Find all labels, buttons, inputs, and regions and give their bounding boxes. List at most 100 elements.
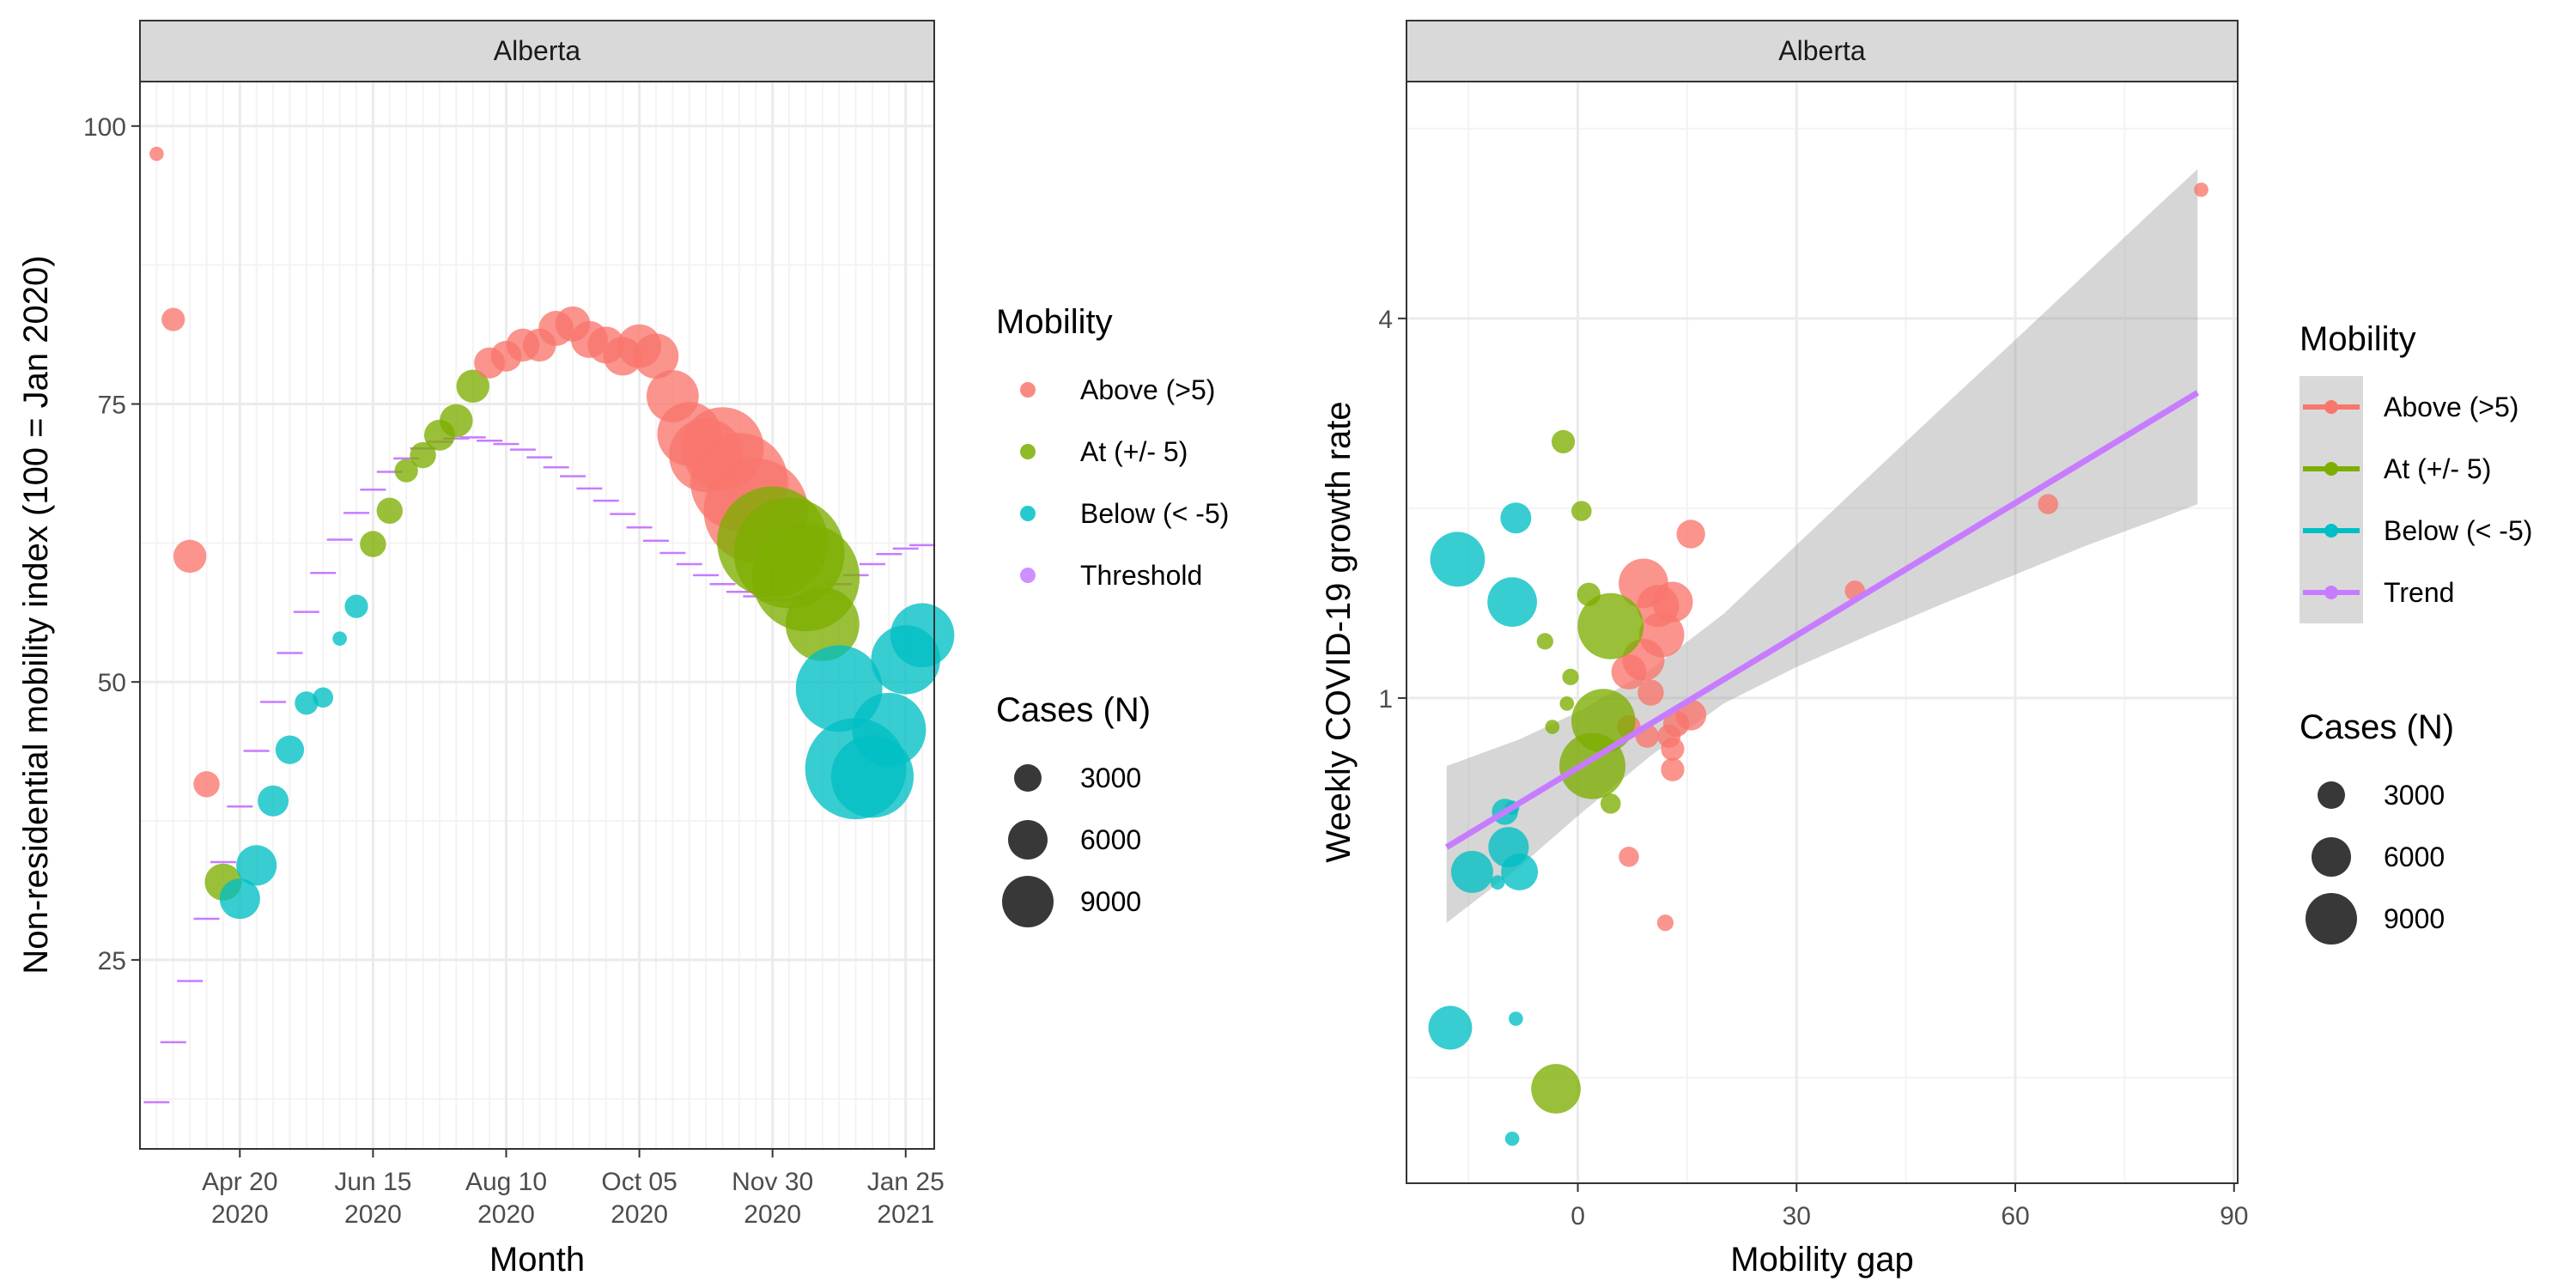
size-key-label: 9000 <box>2384 903 2445 934</box>
mobility-point <box>313 687 334 708</box>
size-key-circle <box>2312 837 2351 877</box>
legend-key-dot <box>1020 382 1036 398</box>
growth-point <box>2038 494 2059 514</box>
size-key-circle <box>2318 781 2345 809</box>
mobility-point <box>149 146 164 161</box>
growth-point <box>1577 592 1644 659</box>
mobility-point <box>376 497 403 524</box>
mobility-point <box>633 333 679 380</box>
legend-item-label: Above (>5) <box>2384 392 2518 422</box>
right-points <box>1428 182 2208 1146</box>
left-x-axis-ticks: Apr 20 2020 Jun 15 2020 Aug 10 2020 Oct 05 2020… <box>202 1149 945 1229</box>
growth-point <box>1504 1131 1520 1146</box>
mobility-point <box>258 785 289 817</box>
growth-point <box>1450 850 1493 893</box>
mobility-point <box>275 735 305 764</box>
x-tick-label-year: 2020 <box>344 1200 402 1229</box>
right-x-axis-ticks: 0 30 60 90 <box>1571 1183 2248 1230</box>
growth-point <box>1536 633 1553 650</box>
mobility-point <box>295 691 319 715</box>
right-legend-size-title: Cases (N) <box>2300 708 2454 746</box>
legend-key-dot <box>1020 568 1036 583</box>
right-legend-color-items: Above (>5) At (+/- 5) Below (< -5) Trend <box>2300 376 2532 623</box>
left-points <box>149 146 955 920</box>
legend-key-dot <box>2324 524 2338 538</box>
legend-item-label: Above (>5) <box>1080 374 1215 405</box>
growth-point <box>1661 757 1685 781</box>
growth-point <box>1531 1064 1581 1114</box>
left-legend-color-items: Above (>5) At (+/- 5) Below (< -5) Threshol… <box>1020 374 1229 591</box>
mobility-point <box>890 603 955 668</box>
right-strip-label: Alberta <box>1778 35 1866 66</box>
growth-point <box>1559 696 1575 711</box>
legend-key-dot <box>2324 462 2338 476</box>
mobility-point <box>344 594 368 618</box>
y-tick-label: 25 <box>98 947 126 975</box>
mobility-point <box>219 878 260 920</box>
size-key-label: 3000 <box>1080 762 1141 793</box>
right-gridlines <box>1406 82 2238 1183</box>
mobility-point <box>161 307 185 331</box>
mobility-point <box>173 539 207 574</box>
right-legend-color-title: Mobility <box>2300 320 2416 358</box>
y-tick-label: 1 <box>1378 685 1393 714</box>
left-legend-size-items: 3000 6000 9000 <box>1002 762 1141 927</box>
right-y-axis-title: Weekly COVID-19 growth rate <box>1320 401 1358 862</box>
growth-point <box>1611 654 1647 690</box>
growth-point <box>1661 737 1685 761</box>
mobility-point <box>440 404 473 438</box>
right-strip <box>1406 20 2239 82</box>
right-legend-size-items: 3000 6000 9000 <box>2306 780 2445 945</box>
left-legend-color-title: Mobility <box>996 303 1113 341</box>
mobility-point <box>332 631 347 647</box>
x-tick-label-year: 2021 <box>877 1200 934 1229</box>
x-tick-label-year: 2020 <box>744 1200 801 1229</box>
x-tick-label: 30 <box>1783 1202 1811 1230</box>
growth-point <box>1501 853 1539 890</box>
growth-point <box>1500 502 1532 534</box>
right-plot-background <box>1406 82 2238 1183</box>
trend-line <box>1444 390 2200 850</box>
growth-point <box>1637 679 1664 706</box>
growth-point <box>1428 1005 1473 1050</box>
left-y-axis-ticks: 25 50 75 100 <box>83 113 140 975</box>
right-x-axis-title: Mobility gap <box>1730 1241 1913 1279</box>
x-tick-label-year: 2020 <box>611 1200 668 1229</box>
mobility-point <box>410 441 436 469</box>
x-tick-label: Oct 05 <box>601 1168 677 1196</box>
mobility-point <box>394 459 418 483</box>
legend-key-dot <box>2324 400 2338 414</box>
size-key-label: 6000 <box>2384 841 2445 872</box>
legend-item-label: At (+/- 5) <box>2384 453 2491 484</box>
legend-item-label: Threshold <box>1080 560 1202 591</box>
size-key-circle <box>1014 764 1042 792</box>
left-strip-label: Alberta <box>494 35 581 66</box>
growth-point <box>1551 429 1576 454</box>
left-gridlines <box>139 82 934 1149</box>
growth-point <box>1600 793 1621 814</box>
left-panel-border <box>139 81 935 1150</box>
x-tick-label: Jan 25 <box>867 1168 945 1196</box>
legend-item-label: Below (< -5) <box>1080 498 1229 529</box>
growth-point <box>2194 182 2208 197</box>
growth-point <box>1490 875 1505 890</box>
x-tick-label: 60 <box>2001 1202 2029 1230</box>
growth-point <box>1571 501 1592 521</box>
growth-point <box>1545 720 1560 734</box>
left-y-axis-title: Non-residential mobility index (100 = Ja… <box>17 255 55 974</box>
legend-item-label: Trend <box>2384 577 2454 608</box>
growth-point <box>1656 914 1674 932</box>
y-tick-label: 50 <box>98 669 126 697</box>
size-key-label: 3000 <box>2384 780 2445 811</box>
mobility-point <box>236 845 277 886</box>
growth-point <box>1430 532 1485 587</box>
growth-point <box>1652 581 1693 623</box>
right-panel-border <box>1406 81 2239 1184</box>
right-legend: Mobility Above (>5) At (+/- 5) Below (< -5… <box>2300 320 2532 945</box>
y-tick-label: 75 <box>98 391 126 419</box>
x-tick-label: Aug 10 <box>465 1168 547 1196</box>
size-key-circle <box>2306 893 2357 945</box>
y-tick-label: 4 <box>1378 306 1393 334</box>
y-tick-label: 100 <box>83 113 126 142</box>
